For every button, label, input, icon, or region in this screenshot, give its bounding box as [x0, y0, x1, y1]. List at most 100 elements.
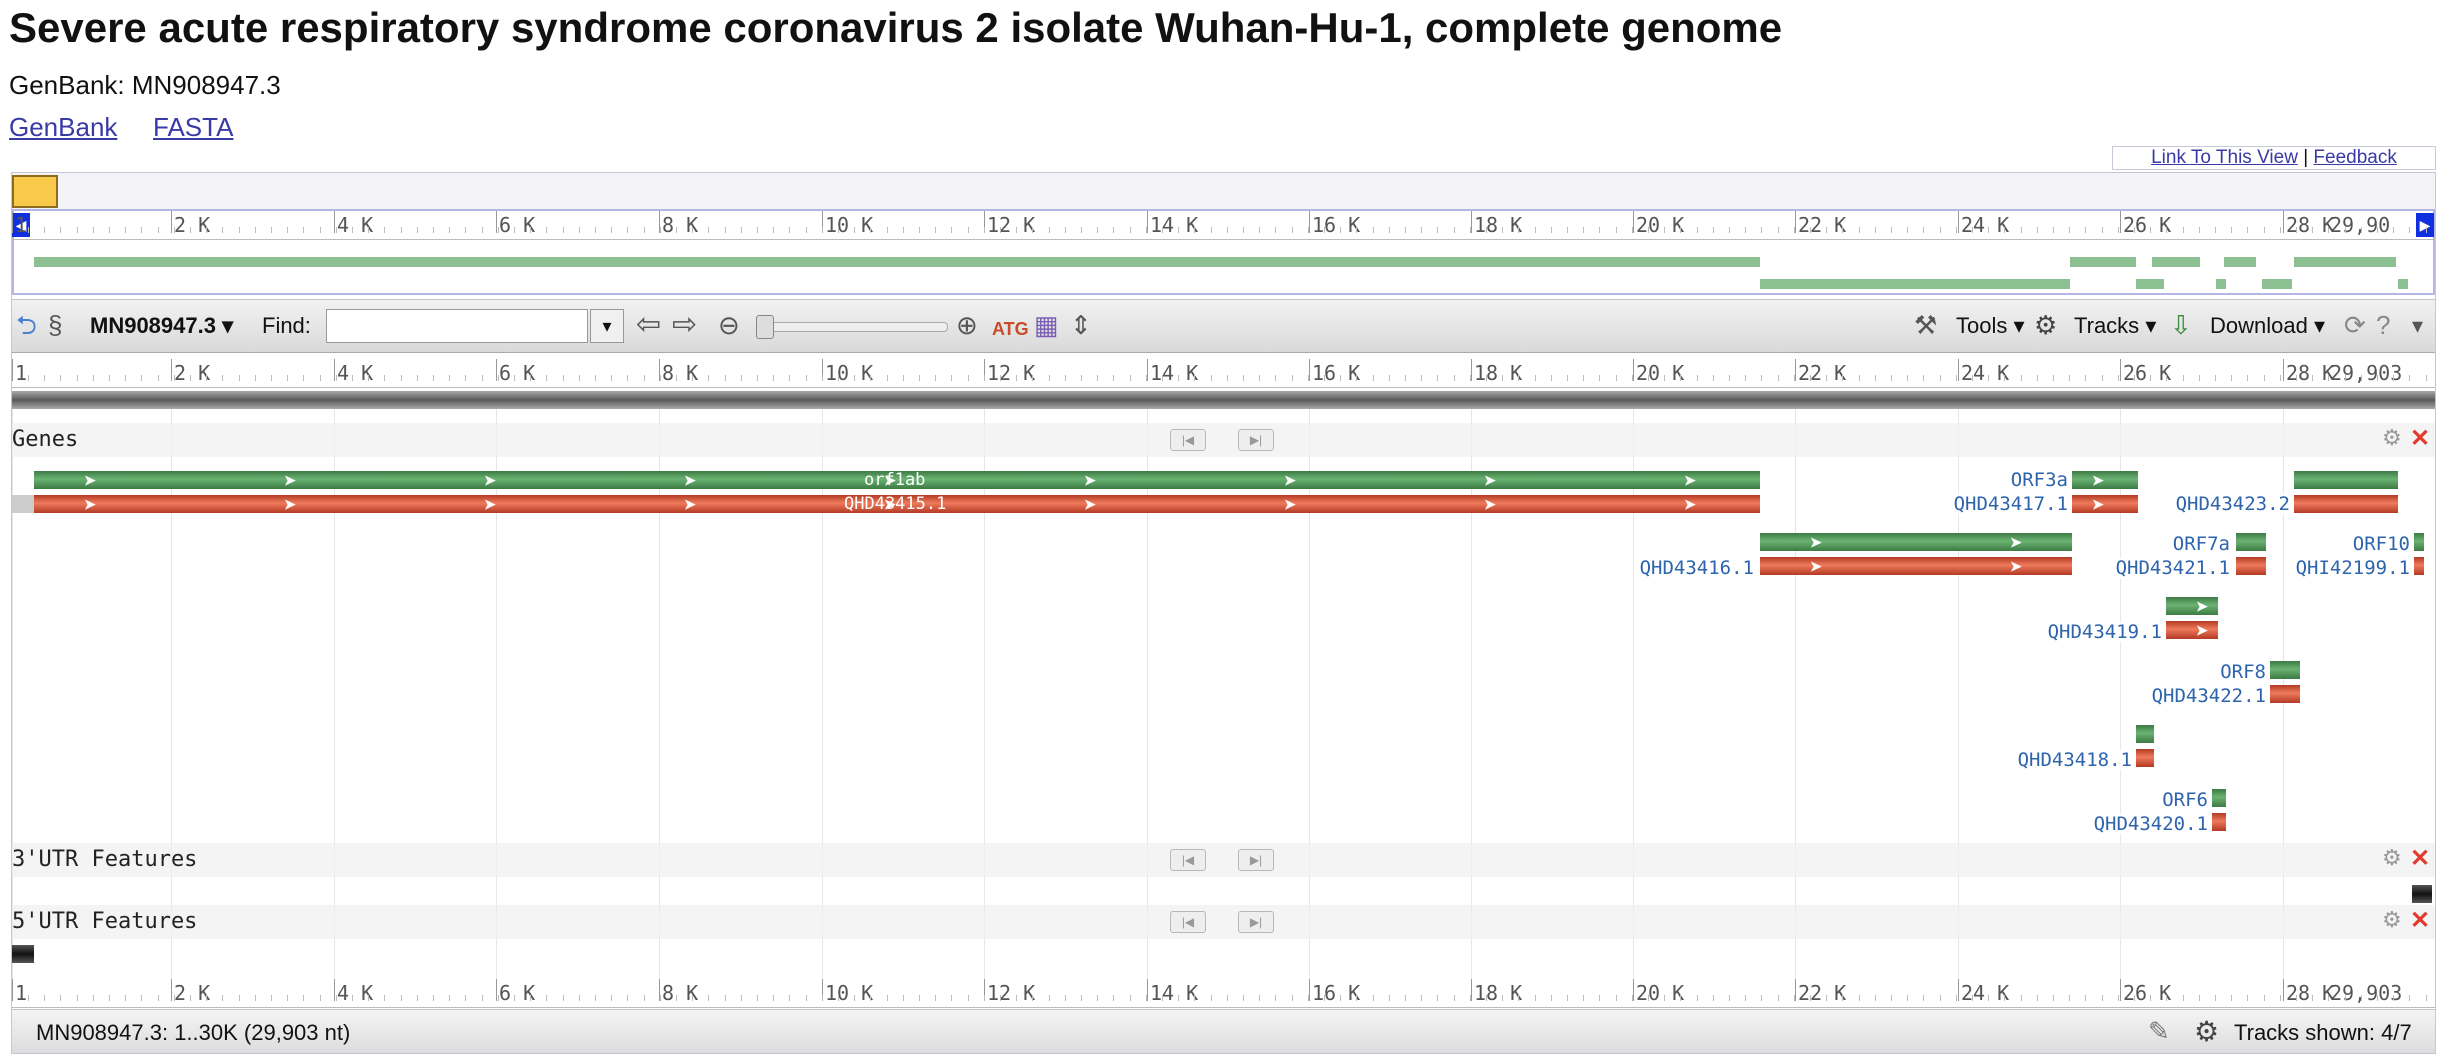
- cds-label-qhd43423[interactable]: QHD43423.2: [2175, 493, 2290, 515]
- ruler-minor-tick: [158, 995, 159, 1001]
- ruler-minor-tick: [2345, 995, 2346, 1001]
- overview-gene-feature[interactable]: [34, 257, 1760, 267]
- next-page-icon[interactable]: ▶|: [1238, 849, 1274, 871]
- zoom-slider-handle[interactable]: [756, 315, 774, 339]
- cds-label-qhd43417[interactable]: QHD43417.1: [1953, 493, 2068, 515]
- cds-qhi42199[interactable]: [2414, 557, 2424, 575]
- cds-qhd43416[interactable]: [1760, 557, 2072, 575]
- gene-orf1ab[interactable]: [34, 471, 1760, 489]
- refresh-icon[interactable]: ⟳: [2344, 310, 2366, 340]
- tools-icon[interactable]: ⚒: [1914, 310, 1938, 340]
- cds-label-qhd43422[interactable]: QHD43422.1: [2151, 685, 2266, 707]
- download-menu[interactable]: Download ▾: [2210, 313, 2325, 339]
- refseq-selector[interactable]: MN908947.3 ▾: [90, 313, 233, 339]
- zoom-in-icon[interactable]: ⊕: [956, 310, 978, 340]
- cds-label-qhd43416[interactable]: QHD43416.1: [1639, 557, 1754, 579]
- gear-icon[interactable]: ⚙: [2194, 1016, 2220, 1047]
- find-input[interactable]: [326, 309, 588, 343]
- track-close-icon[interactable]: ✕: [2410, 907, 2431, 934]
- gene-orf3a[interactable]: [2072, 471, 2138, 489]
- ruler-minor-tick: [1373, 227, 1374, 233]
- fit-tracks-icon[interactable]: ⇕: [1070, 310, 1092, 340]
- next-page-icon[interactable]: ▶|: [1238, 429, 1274, 451]
- utr5-feature[interactable]: [12, 945, 34, 963]
- genbank-link[interactable]: GenBank: [9, 112, 118, 142]
- gene-label-orf7a[interactable]: ORF7a: [2172, 533, 2230, 555]
- overview-location-box[interactable]: [12, 175, 58, 208]
- gene-label-orf6[interactable]: ORF6: [2162, 789, 2208, 811]
- gene-orf10[interactable]: [2414, 533, 2424, 551]
- prev-page-icon[interactable]: |◀: [1170, 429, 1206, 451]
- overview-gene-feature[interactable]: [2070, 257, 2136, 267]
- pan-right-icon[interactable]: ⇨: [672, 308, 698, 341]
- next-page-icon[interactable]: ▶|: [1238, 911, 1274, 933]
- track-settings-icon[interactable]: ⚙: [2382, 845, 2402, 870]
- cds-label-qhd43418[interactable]: QHD43418.1: [2017, 749, 2132, 771]
- overview-gene-feature[interactable]: [1760, 279, 2070, 289]
- gene-s[interactable]: [1760, 533, 2072, 551]
- cds-label-qhi42199[interactable]: QHI42199.1: [2295, 557, 2410, 579]
- ruler-minor-tick: [320, 375, 321, 381]
- cds-label-qhd43421[interactable]: QHD43421.1: [2115, 557, 2230, 579]
- download-icon[interactable]: ⇩: [2170, 310, 2192, 340]
- cds-qhd43418[interactable]: [2136, 749, 2154, 767]
- scroll-right-icon[interactable]: ▶: [2416, 213, 2434, 237]
- gene-orf7a[interactable]: [2236, 533, 2266, 551]
- gene-label-orf8[interactable]: ORF8: [2220, 661, 2266, 683]
- scroll-left-icon[interactable]: ◀: [12, 213, 30, 237]
- gene-e[interactable]: [2136, 725, 2154, 743]
- zoom-out-icon[interactable]: ⊖: [718, 310, 740, 340]
- ruler-minor-tick: [1583, 227, 1584, 233]
- track-settings-icon[interactable]: ⚙: [2382, 907, 2402, 932]
- sequence-zoom-icon[interactable]: ATG: [992, 319, 1029, 339]
- tracks-menu[interactable]: Tracks ▾: [2074, 313, 2156, 339]
- overview-panel[interactable]: [12, 209, 2435, 295]
- overview-gene-feature[interactable]: [2294, 257, 2396, 267]
- cds-qhd43420[interactable]: [2212, 813, 2226, 831]
- gene-label-orf3a[interactable]: ORF3a: [2010, 469, 2068, 491]
- cds-label-qhd43420[interactable]: QHD43420.1: [2093, 813, 2208, 835]
- chromosome-icon[interactable]: §: [48, 310, 63, 340]
- edit-icon[interactable]: ✎: [2148, 1016, 2170, 1046]
- overview-gene-feature[interactable]: [2224, 257, 2256, 267]
- ruler-minor-tick: [806, 995, 807, 1001]
- ruler-minor-tick: [1502, 227, 1503, 233]
- tools-menu[interactable]: Tools ▾: [1956, 313, 2025, 339]
- utr3-feature[interactable]: [2412, 885, 2432, 903]
- overview-gene-feature[interactable]: [2216, 279, 2226, 289]
- cds-qhd43423[interactable]: [2294, 495, 2398, 513]
- cds-qhd43422[interactable]: [2270, 685, 2300, 703]
- highlight-icon[interactable]: ▦: [1034, 310, 1059, 340]
- gene-m2[interactable]: [2166, 597, 2218, 615]
- gene-m[interactable]: [2294, 471, 2398, 489]
- prev-page-icon[interactable]: |◀: [1170, 911, 1206, 933]
- cds-qhd43419[interactable]: [2166, 621, 2218, 639]
- help-icon[interactable]: ?: [2376, 310, 2391, 340]
- fasta-link[interactable]: FASTA: [153, 112, 234, 142]
- zoom-slider[interactable]: [756, 322, 948, 332]
- cds-qhd43415[interactable]: [34, 495, 1760, 513]
- track-close-icon[interactable]: ✕: [2410, 845, 2431, 872]
- feedback-link[interactable]: Feedback: [2313, 147, 2397, 168]
- track-close-icon[interactable]: ✕: [2410, 425, 2431, 452]
- track-settings-icon[interactable]: ⚙: [2382, 425, 2402, 450]
- gene-label-orf10[interactable]: ORF10: [2352, 533, 2410, 555]
- prev-page-icon[interactable]: |◀: [1170, 849, 1206, 871]
- overview-gene-feature[interactable]: [2398, 279, 2408, 289]
- ruler-minor-tick: [1535, 375, 1536, 381]
- pan-left-icon[interactable]: ⇦: [636, 308, 662, 341]
- undo-icon[interactable]: ⮌: [16, 310, 37, 340]
- cds-qhd43417[interactable]: [2072, 495, 2138, 513]
- find-dropdown-icon[interactable]: ▾: [590, 309, 624, 343]
- gene-orf6[interactable]: [2212, 789, 2226, 807]
- gene-orf8[interactable]: [2270, 661, 2300, 679]
- cds-qhd43421[interactable]: [2236, 557, 2266, 575]
- cds-label-qhd43419[interactable]: QHD43419.1: [2047, 621, 2162, 643]
- overview-gene-feature[interactable]: [2136, 279, 2164, 289]
- ruler-minor-tick: [1599, 995, 1600, 1001]
- gear-icon[interactable]: ⚙: [2034, 310, 2058, 340]
- link-to-this-view[interactable]: Link To This View: [2151, 147, 2298, 168]
- overview-gene-feature[interactable]: [2262, 279, 2292, 289]
- more-menu-icon[interactable]: ▾: [2412, 313, 2424, 338]
- overview-gene-feature[interactable]: [2152, 257, 2200, 267]
